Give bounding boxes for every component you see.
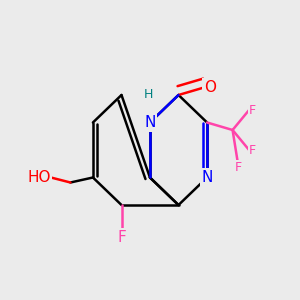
Text: HO: HO (27, 170, 51, 185)
Text: H: H (144, 88, 153, 101)
Text: F: F (235, 161, 242, 174)
Text: O: O (204, 80, 216, 95)
Text: F: F (249, 103, 256, 116)
Text: N: N (144, 115, 156, 130)
Text: F: F (117, 230, 126, 245)
Text: F: F (249, 143, 256, 157)
Text: N: N (201, 170, 213, 185)
